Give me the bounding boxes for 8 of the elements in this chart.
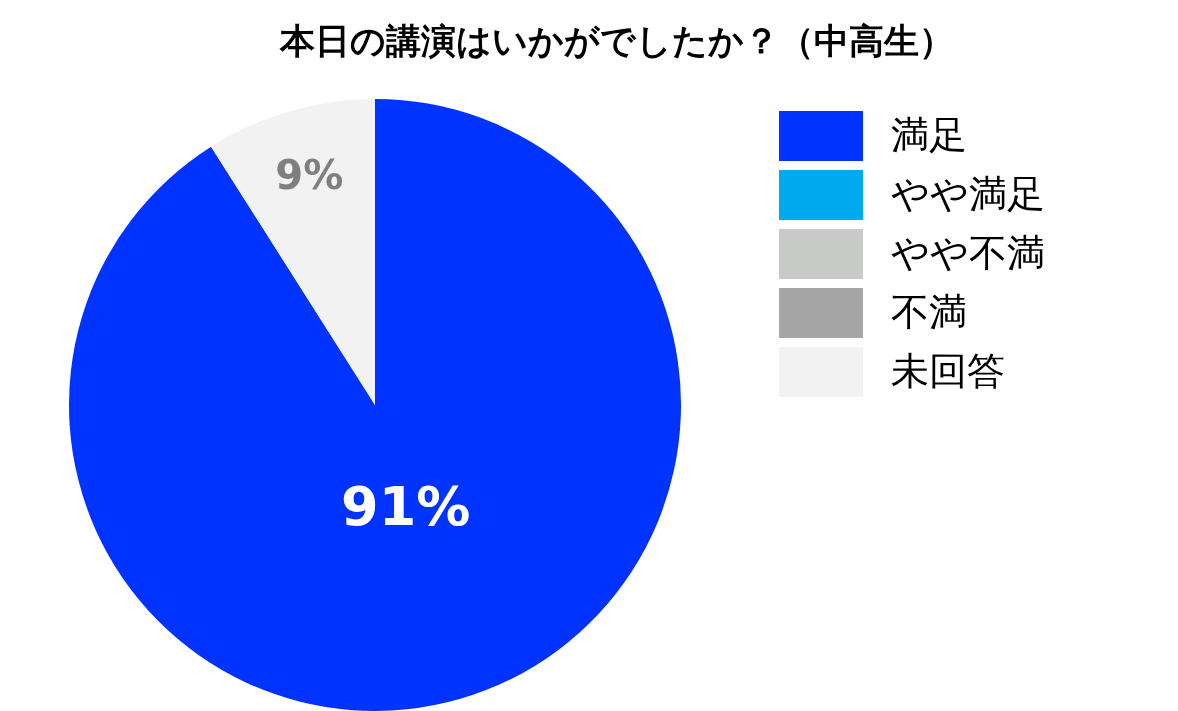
data-label: 9% xyxy=(275,152,344,199)
legend-label: 未回答 xyxy=(891,348,1005,395)
legend-label: やや満足 xyxy=(891,171,1045,218)
chart-title: 本日の講演はいかがでしたか？（中高生） xyxy=(278,20,955,63)
legend-label: 満足 xyxy=(891,112,967,159)
legend-label: 不満 xyxy=(891,289,967,336)
legend-label: やや不満 xyxy=(891,230,1045,277)
data-label: 91% xyxy=(341,474,471,538)
